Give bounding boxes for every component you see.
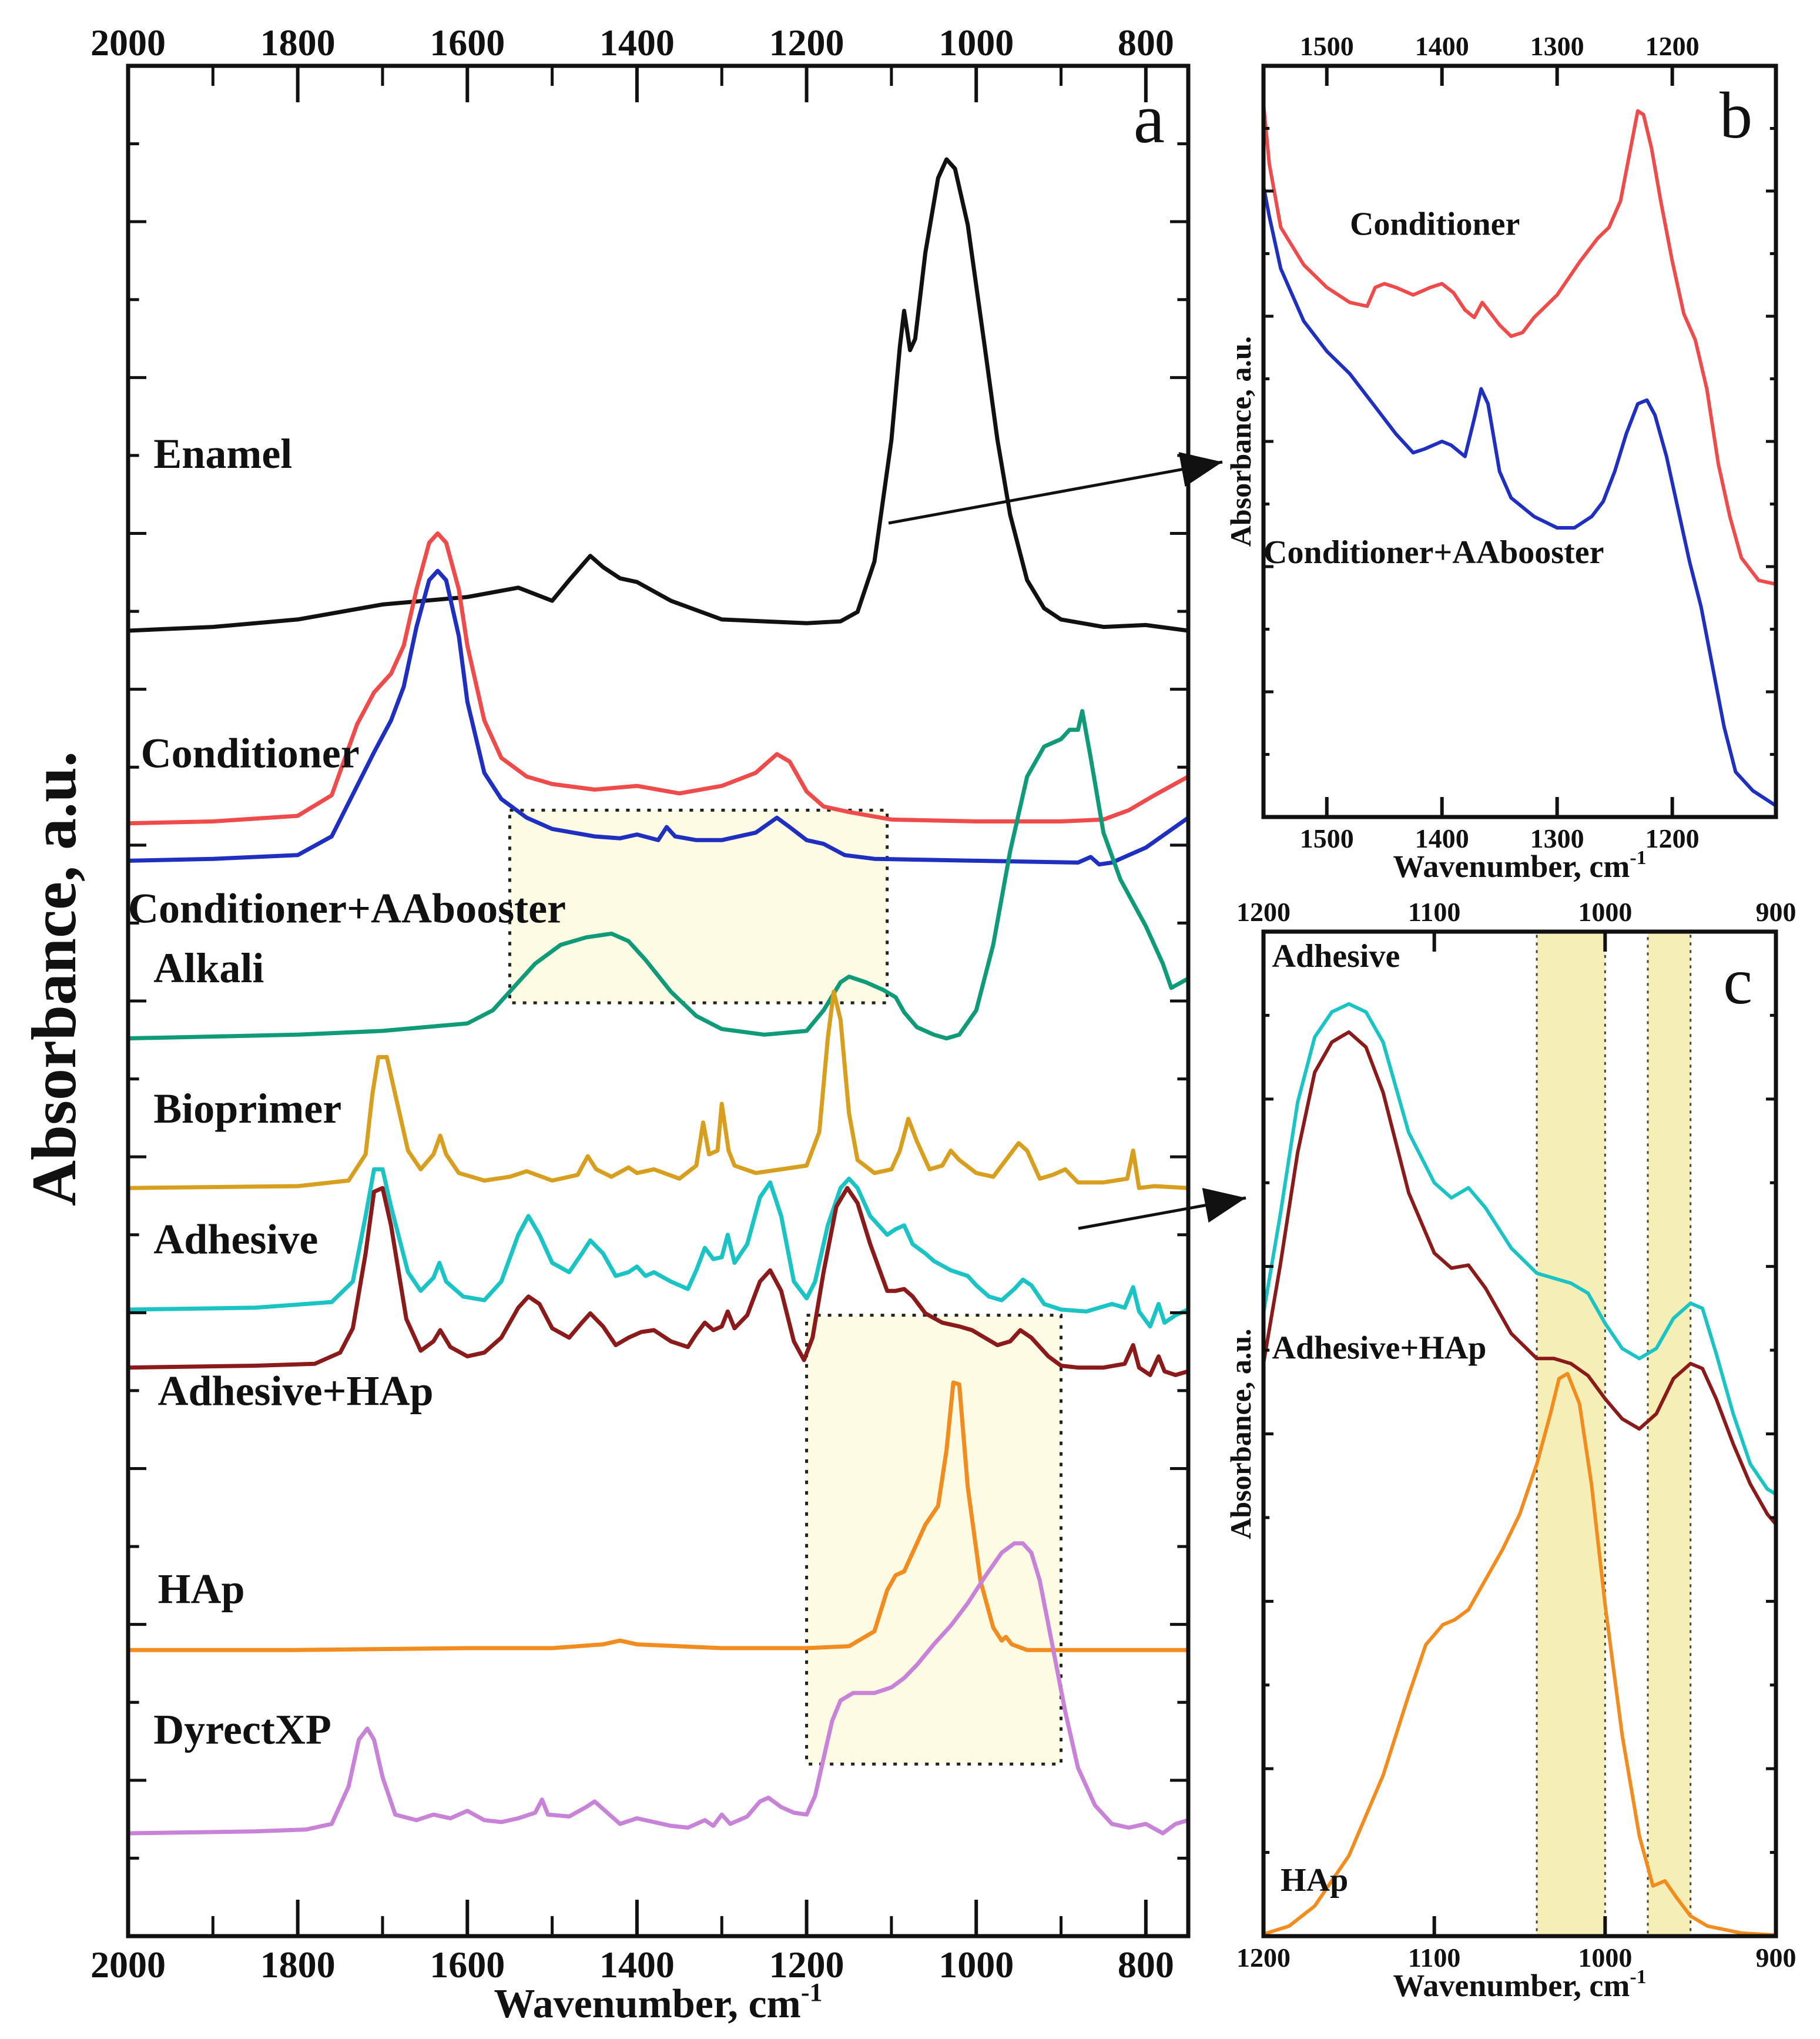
x-tick-label-top: 2000 bbox=[91, 22, 166, 63]
series-label-alkali: Alkali bbox=[153, 945, 264, 992]
highlight-band-2 bbox=[1647, 930, 1692, 1937]
x-tick-label-top: 1400 bbox=[1415, 31, 1469, 61]
chart-panel-c: AdhesiveAdhesive+HApHAp12001200110011001… bbox=[1224, 897, 1796, 2003]
series-label-conditioner-aabooster: Conditioner+AAbooster bbox=[128, 885, 566, 932]
series-line-hap bbox=[1262, 1372, 1778, 1937]
series-label-enamel: Enamel bbox=[153, 430, 292, 477]
x-tick-label-top: 1600 bbox=[430, 22, 505, 63]
x-ticks: 1500 1500 1400 1400 1300 1300 1200 1200 bbox=[1263, 31, 1776, 853]
series-label-adhesive: Adhesive bbox=[153, 1216, 318, 1263]
highlight-box-2 bbox=[805, 1314, 1063, 1766]
x-tick-label-bottom: 2000 bbox=[91, 1944, 166, 1986]
panel-letter: a bbox=[1134, 79, 1165, 158]
x-ticks: 1200 1200 1100 1100 1000 1000 900 900 bbox=[1236, 897, 1796, 1973]
x-tick-label-bottom: 1200 bbox=[1236, 1943, 1291, 1973]
y-axis-title: Absorbance, a.u. bbox=[1224, 1328, 1257, 1539]
series-line-adhesive-hap bbox=[1262, 1030, 1778, 1526]
x-tick-label-top: 1500 bbox=[1300, 31, 1354, 61]
y-axis-title: Absorbance, a.u. bbox=[1224, 336, 1257, 547]
x-axis-title: Wavenumber, cm-1 bbox=[494, 1978, 822, 2027]
x-tick-label-top: 900 bbox=[1756, 897, 1796, 927]
x-tick-label-bottom: 800 bbox=[1118, 1944, 1174, 1986]
x-tick-label-bottom: 1800 bbox=[260, 1944, 336, 1986]
x-tick-label-bottom: 1300 bbox=[1530, 823, 1584, 853]
x-tick-label-top: 1200 bbox=[1236, 897, 1291, 927]
x-tick-label-top: 1300 bbox=[1530, 31, 1584, 61]
x-tick-label-top: 1400 bbox=[599, 22, 675, 63]
arrow-head-2 bbox=[1202, 1188, 1246, 1223]
x-ticks: 2000 2000 1800 1800 1600 1600 1400 1400 1200 1200… bbox=[91, 22, 1188, 1986]
series-line-conditioner bbox=[1262, 101, 1778, 586]
chart-panel-a: Enamel Conditioner Conditioner+AAbooster Al… bbox=[91, 22, 1191, 2027]
chart-panel-b: ConditionerConditioner+AAbooster15001500… bbox=[1224, 31, 1778, 884]
series-line-hap bbox=[126, 1380, 1191, 1652]
connector-arrows bbox=[888, 452, 1246, 1230]
series-label-adhesive: Adhesive bbox=[1272, 938, 1400, 975]
x-tick-label-top: 1200 bbox=[1645, 31, 1700, 61]
arrow-head-1 bbox=[1178, 452, 1222, 487]
series-label-conditioner-aabooster: Conditioner+AAbooster bbox=[1263, 534, 1604, 571]
panel-letter: b bbox=[1720, 79, 1752, 152]
x-tick-label-top: 1000 bbox=[939, 22, 1014, 63]
x-tick-label-bottom: 1000 bbox=[1578, 1943, 1632, 1973]
x-tick-label-bottom: 1500 bbox=[1300, 823, 1354, 853]
series-line-adhesive bbox=[1262, 1002, 1778, 1496]
arrow-line-1 bbox=[888, 460, 1223, 525]
series-label-adhesive-hap: Adhesive+HAp bbox=[1272, 1330, 1487, 1366]
x-tick-label-top: 1200 bbox=[769, 22, 844, 63]
series-label-conditioner: Conditioner bbox=[141, 729, 360, 776]
highlight-band-1 bbox=[1536, 930, 1606, 1937]
series-label-hap: HAp bbox=[1281, 1862, 1348, 1899]
series-label-bioprimer: Bioprimer bbox=[153, 1085, 341, 1132]
series-line-adhesive-hap bbox=[126, 1186, 1191, 1377]
x-tick-label-top: 800 bbox=[1118, 22, 1174, 63]
series-line-adhesive bbox=[126, 1167, 1191, 1329]
x-tick-label-bottom: 1400 bbox=[599, 1944, 675, 1986]
series-label-dyrectxp: DyrectXP bbox=[153, 1706, 331, 1753]
x-tick-label-top: 1100 bbox=[1408, 897, 1460, 927]
x-tick-label-bottom: 1000 bbox=[939, 1944, 1014, 1986]
x-axis-title: Wavenumber, cm-1 bbox=[1393, 1966, 1646, 2003]
series-line-dyrectxp bbox=[126, 1541, 1191, 1836]
series-line-conditioner-aabooster bbox=[1262, 184, 1778, 808]
x-tick-label-bottom: 1600 bbox=[430, 1944, 505, 1986]
x-tick-label-bottom: 900 bbox=[1756, 1943, 1796, 1973]
x-tick-label-bottom: 1200 bbox=[1645, 823, 1700, 853]
x-tick-label-bottom: 1200 bbox=[769, 1944, 844, 1986]
series-line-alkali bbox=[126, 709, 1191, 1041]
panel-letter: c bbox=[1723, 945, 1752, 1018]
series-line-conditioner-aabooster bbox=[126, 568, 1191, 867]
series-line-conditioner bbox=[126, 531, 1191, 826]
x-tick-label-top: 1000 bbox=[1578, 897, 1632, 927]
series-label-adhesive-hap: Adhesive+HAp bbox=[158, 1367, 434, 1414]
x-tick-label-bottom: 1100 bbox=[1408, 1943, 1460, 1973]
main-y-axis-label: Absorbance, a.u. bbox=[19, 751, 89, 1206]
series-line-bioprimer bbox=[126, 989, 1191, 1190]
x-axis-title: Wavenumber, cm-1 bbox=[1393, 847, 1646, 884]
series-label-conditioner: Conditioner bbox=[1350, 206, 1520, 243]
x-tick-label-top: 1800 bbox=[260, 22, 336, 63]
series-label-hap: HAp bbox=[158, 1566, 245, 1613]
x-tick-label-bottom: 1400 bbox=[1415, 823, 1469, 853]
